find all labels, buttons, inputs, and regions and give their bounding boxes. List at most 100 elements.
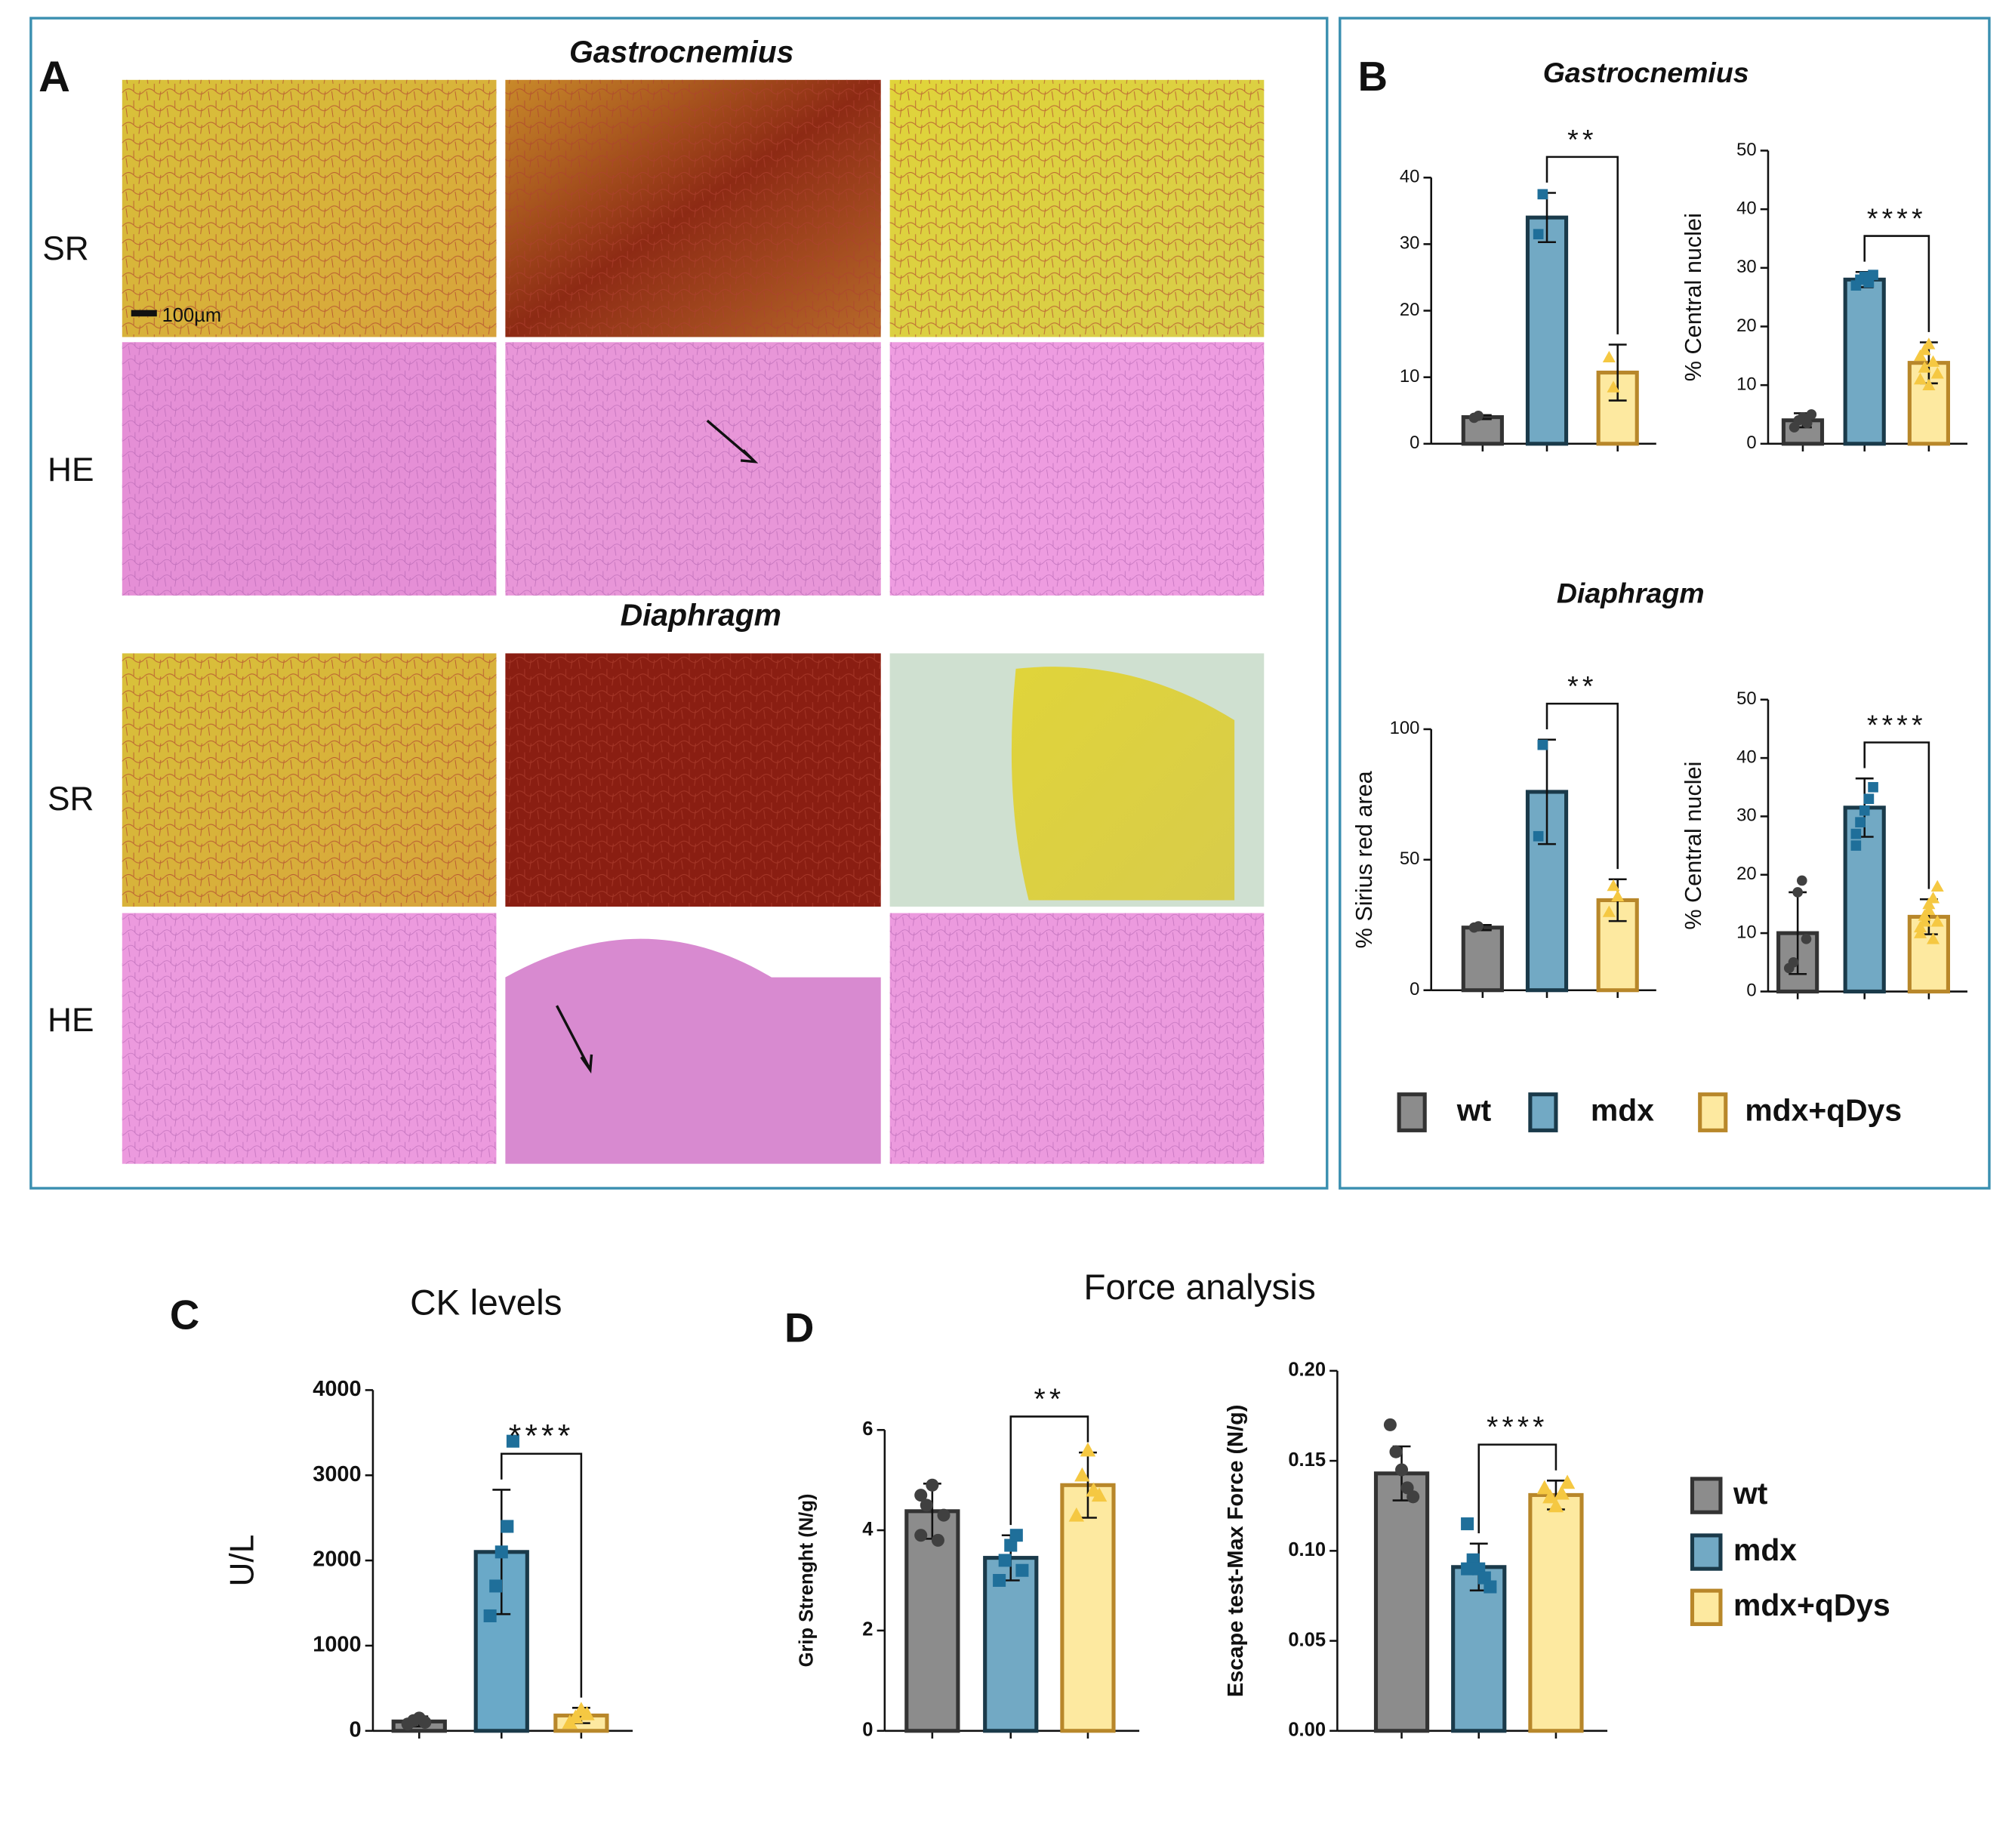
y-tick-label: 0	[1410, 979, 1419, 999]
section-title: Diaphragm	[621, 598, 781, 633]
data-point	[1461, 1562, 1474, 1575]
y-tick-label: 0	[1746, 433, 1756, 453]
bar	[1461, 415, 1504, 446]
data-point	[501, 1520, 514, 1533]
group-title: Force analysis	[1083, 1267, 1315, 1307]
data-point	[1930, 879, 1944, 892]
image-texture	[889, 913, 1265, 1164]
significance-bracket	[1009, 1415, 1089, 1526]
data-point	[1930, 915, 1944, 927]
data-point	[579, 1706, 595, 1720]
image-texture	[122, 79, 497, 337]
data-point	[1473, 921, 1484, 932]
data-point	[1806, 409, 1817, 420]
y-axis-label: % Central nuclei	[1681, 213, 1706, 381]
data-point	[1537, 739, 1548, 750]
data-point	[1918, 909, 1931, 921]
scale-label: 100µm	[162, 305, 222, 326]
data-point	[1918, 343, 1931, 356]
significance-bracket	[1545, 156, 1619, 334]
significance-bracket	[1863, 235, 1930, 332]
data-point	[1611, 889, 1625, 902]
y-tick-label: 10	[1400, 366, 1420, 387]
data-point	[931, 1533, 944, 1547]
data-point	[1914, 349, 1927, 362]
data-point	[1927, 932, 1940, 944]
significance-label: **	[1567, 670, 1597, 702]
y-axis-label: Grip Strenght (N/g)	[796, 1494, 817, 1668]
data-point	[1792, 887, 1803, 898]
data-point	[1863, 793, 1875, 805]
bar	[1525, 215, 1569, 446]
row-label: SR	[42, 230, 89, 267]
y-tick-label: 100	[1390, 718, 1420, 738]
bar	[1373, 1471, 1430, 1733]
y-tick-label: 30	[1736, 257, 1757, 277]
y-tick-label: 3000	[313, 1462, 361, 1486]
significance-label: ****	[1487, 1412, 1548, 1444]
y-tick-label: 30	[1400, 233, 1420, 254]
panel-b-frame	[1339, 17, 1991, 1190]
y-tick-label: 0.05	[1288, 1629, 1326, 1650]
data-point	[489, 1579, 503, 1593]
y-tick-label: 4000	[313, 1377, 361, 1401]
bar	[1528, 1492, 1584, 1733]
data-point	[1383, 1418, 1397, 1431]
y-tick-label: 6	[862, 1418, 873, 1440]
data-point	[1406, 1490, 1420, 1504]
data-point	[1004, 1538, 1018, 1552]
legend-swatch	[1690, 1533, 1723, 1571]
data-point	[1080, 1442, 1096, 1457]
row-label: HE	[48, 1002, 94, 1039]
error-bar	[1538, 738, 1556, 845]
y-tick-label: 10	[1736, 922, 1757, 942]
data-point	[1801, 417, 1813, 429]
y-tick-label: 0.20	[1288, 1360, 1326, 1381]
panel-label: C	[170, 1292, 199, 1338]
data-point	[926, 1478, 939, 1492]
data-point	[1914, 920, 1927, 933]
legend-swatch	[1397, 1092, 1427, 1132]
y-tick-label: 30	[1736, 805, 1757, 826]
data-point	[1015, 1563, 1029, 1577]
arrow	[706, 419, 759, 464]
y-tick-label: 0	[1746, 981, 1756, 1001]
bar	[904, 1509, 960, 1733]
y-tick-label: 10	[1736, 374, 1757, 394]
legend-swatch	[1698, 1092, 1728, 1132]
data-point	[1395, 1463, 1409, 1477]
image-texture	[505, 653, 881, 907]
row-label: SR	[48, 781, 94, 818]
data-point	[1009, 1529, 1023, 1542]
significance-label: **	[1567, 123, 1597, 155]
data-point	[914, 1529, 928, 1542]
panel-label: A	[39, 53, 70, 101]
data-point	[1914, 926, 1927, 938]
panel-label: B	[1358, 54, 1388, 100]
data-point	[1922, 378, 1936, 390]
legend-label: wt	[1456, 1092, 1492, 1127]
data-point	[506, 1434, 519, 1448]
chart-title: CK levels	[410, 1283, 562, 1323]
image-texture	[122, 342, 497, 596]
significance-label: ****	[1867, 709, 1927, 741]
data-point	[1868, 781, 1878, 793]
legend-swatch	[1690, 1477, 1723, 1514]
image-tissue	[505, 938, 881, 1164]
image-texture	[889, 79, 1265, 337]
significance-bracket	[1545, 702, 1619, 870]
data-point	[1602, 350, 1616, 363]
bar	[1843, 277, 1886, 446]
section-title: Gastrocnemius	[1543, 57, 1749, 88]
data-point	[1607, 879, 1620, 892]
bar	[983, 1556, 1039, 1733]
image-texture	[889, 342, 1265, 596]
row-label: HE	[48, 451, 94, 488]
legend-label: mdx	[1733, 1532, 1797, 1567]
significance-bracket	[1477, 1443, 1557, 1534]
section-title: Gastrocnemius	[569, 35, 793, 69]
data-point	[1868, 270, 1878, 280]
y-tick-label: 2000	[313, 1548, 361, 1572]
data-point	[1536, 1480, 1553, 1495]
